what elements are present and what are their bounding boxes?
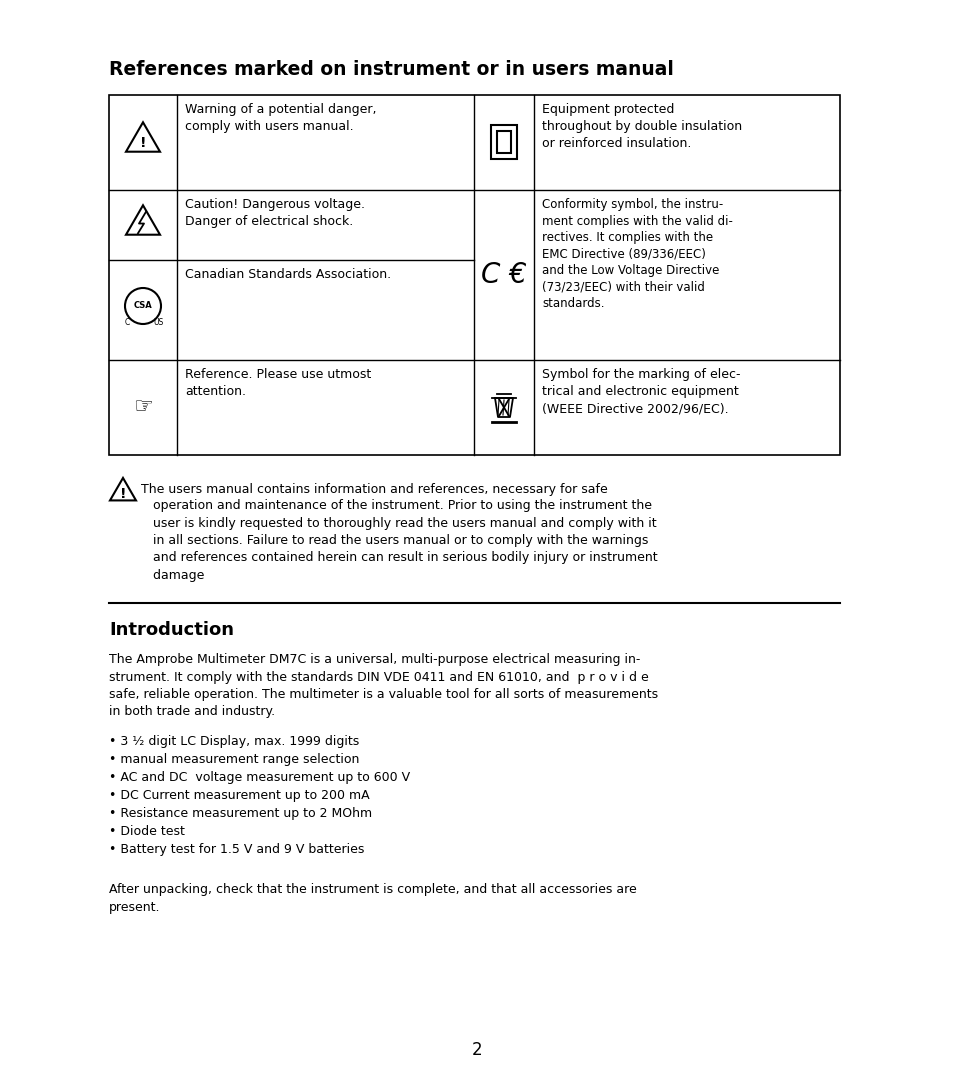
Text: CSA: CSA <box>133 301 152 310</box>
Text: • Diode test: • Diode test <box>109 825 185 838</box>
Text: • Battery test for 1.5 V and 9 V batteries: • Battery test for 1.5 V and 9 V batteri… <box>109 843 364 856</box>
Bar <box>497 131 511 153</box>
Text: The Amprobe Multimeter DM7C is a universal, multi-purpose electrical measuring i: The Amprobe Multimeter DM7C is a univers… <box>109 653 658 719</box>
Bar <box>491 125 517 159</box>
Text: !: ! <box>120 487 126 501</box>
Text: Reference. Please use utmost
attention.: Reference. Please use utmost attention. <box>185 367 371 398</box>
Text: operation and maintenance of the instrument. Prior to using the instrument the
 : operation and maintenance of the instrum… <box>141 499 657 582</box>
Text: !: ! <box>139 137 146 151</box>
Text: • manual measurement range selection: • manual measurement range selection <box>109 753 359 766</box>
Text: Equipment protected
throughout by double insulation
or reinforced insulation.: Equipment protected throughout by double… <box>541 103 741 150</box>
Text: • DC Current measurement up to 200 mA: • DC Current measurement up to 200 mA <box>109 789 369 802</box>
Text: Conformity symbol, the instru-
ment complies with the valid di-
rectives. It com: Conformity symbol, the instru- ment comp… <box>541 198 732 310</box>
Text: C: C <box>125 318 131 327</box>
Text: After unpacking, check that the instrument is complete, and that all accessories: After unpacking, check that the instrume… <box>109 883 636 914</box>
Text: Canadian Standards Association.: Canadian Standards Association. <box>185 268 391 281</box>
Text: C €: C € <box>480 261 526 289</box>
Bar <box>109 95 840 455</box>
Text: References marked on instrument or in users manual: References marked on instrument or in us… <box>109 60 673 79</box>
Text: • AC and DC  voltage measurement up to 600 V: • AC and DC voltage measurement up to 60… <box>109 771 410 784</box>
Text: Warning of a potential danger,
comply with users manual.: Warning of a potential danger, comply wi… <box>185 103 376 133</box>
Text: Introduction: Introduction <box>109 621 233 638</box>
Text: US: US <box>153 318 163 327</box>
Text: 2: 2 <box>471 1041 482 1059</box>
Text: Symbol for the marking of elec-
trical and electronic equipment
(WEEE Directive : Symbol for the marking of elec- trical a… <box>541 367 740 415</box>
Text: Caution! Dangerous voltage.
Danger of electrical shock.: Caution! Dangerous voltage. Danger of el… <box>185 198 365 228</box>
Text: • 3 ¹⁄₂ digit LC Display, max. 1999 digits: • 3 ¹⁄₂ digit LC Display, max. 1999 digi… <box>109 735 359 748</box>
Text: The users manual contains information and references, necessary for safe: The users manual contains information an… <box>141 483 607 496</box>
Text: • Resistance measurement up to 2 MOhm: • Resistance measurement up to 2 MOhm <box>109 806 372 820</box>
Text: ☞: ☞ <box>132 397 152 417</box>
